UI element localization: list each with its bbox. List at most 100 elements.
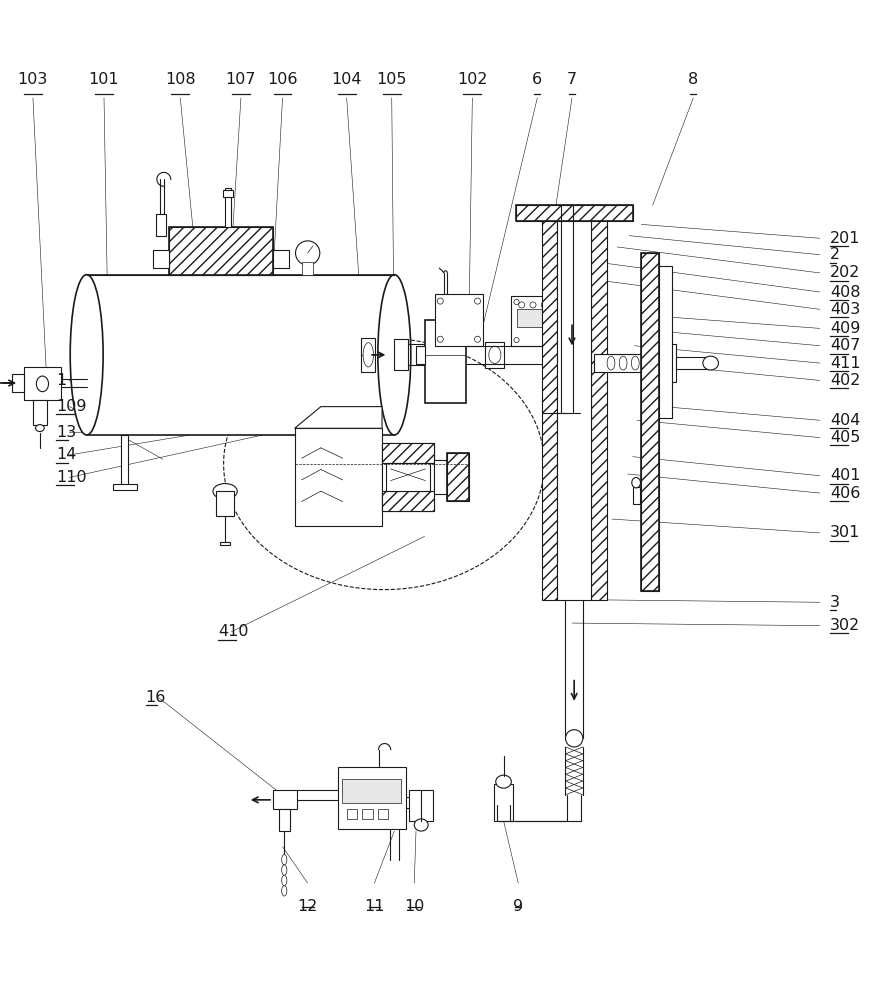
Bar [594, 354, 676, 372]
Text: 406: 406 [830, 486, 860, 501]
Bar [222, 190, 233, 197]
Bar [515, 205, 633, 221]
Ellipse shape [607, 356, 615, 370]
Text: 105: 105 [376, 72, 407, 87]
Polygon shape [295, 407, 382, 428]
Bar [641, 253, 659, 591]
Text: 409: 409 [830, 321, 860, 336]
Ellipse shape [415, 819, 428, 831]
Ellipse shape [282, 886, 287, 896]
Ellipse shape [70, 275, 103, 435]
Text: 104: 104 [331, 72, 362, 87]
Ellipse shape [632, 356, 640, 370]
Ellipse shape [541, 302, 547, 308]
Bar [641, 253, 659, 591]
Bar [382, 443, 434, 511]
Ellipse shape [495, 775, 511, 788]
Bar [434, 460, 447, 494]
Text: 201: 201 [830, 231, 861, 246]
Text: 404: 404 [830, 413, 860, 428]
Bar [154, 250, 169, 268]
Bar [378, 809, 388, 819]
Ellipse shape [295, 241, 320, 265]
Bar [447, 453, 468, 501]
Bar [516, 309, 556, 327]
Bar [220, 542, 230, 545]
Ellipse shape [36, 376, 49, 392]
Bar [511, 296, 561, 346]
Bar [113, 484, 137, 490]
Bar [447, 453, 468, 501]
Bar [273, 790, 297, 809]
Ellipse shape [437, 336, 443, 342]
Bar [302, 262, 313, 275]
Ellipse shape [36, 425, 44, 432]
Ellipse shape [703, 356, 719, 370]
Text: 410: 410 [218, 624, 249, 639]
Bar [362, 809, 373, 819]
Bar [541, 205, 557, 600]
Text: 411: 411 [830, 356, 861, 371]
Ellipse shape [644, 356, 651, 370]
Text: 13: 13 [56, 425, 76, 440]
Bar [485, 342, 504, 368]
Bar [279, 809, 290, 831]
Ellipse shape [554, 299, 559, 305]
Bar [338, 767, 406, 829]
Text: 11: 11 [364, 899, 385, 914]
Bar [334, 484, 358, 490]
Bar [659, 344, 676, 382]
Bar [362, 338, 375, 372]
Bar [295, 428, 382, 526]
Text: 106: 106 [268, 72, 298, 87]
Bar [435, 294, 483, 346]
Ellipse shape [530, 302, 536, 308]
Text: 16: 16 [146, 690, 166, 705]
Ellipse shape [213, 484, 237, 499]
Text: 1: 1 [56, 373, 67, 388]
Ellipse shape [282, 865, 287, 875]
Text: 110: 110 [56, 470, 87, 485]
Bar [659, 266, 672, 418]
Bar [33, 400, 47, 425]
Text: 301: 301 [830, 525, 860, 540]
Bar [494, 784, 513, 821]
Bar [273, 250, 289, 268]
Bar [169, 227, 273, 275]
Text: 6: 6 [533, 72, 542, 87]
Bar [633, 487, 640, 504]
Ellipse shape [488, 346, 501, 364]
Text: 108: 108 [165, 72, 196, 87]
Text: 405: 405 [830, 430, 860, 445]
Ellipse shape [363, 343, 374, 367]
Bar [347, 809, 357, 819]
Ellipse shape [514, 299, 519, 305]
Ellipse shape [564, 386, 580, 402]
Text: 102: 102 [457, 72, 488, 87]
Bar [156, 214, 166, 236]
Ellipse shape [474, 336, 481, 342]
Text: 107: 107 [226, 72, 256, 87]
Bar [515, 205, 633, 221]
Bar [395, 339, 408, 370]
Ellipse shape [554, 338, 559, 343]
Text: 202: 202 [830, 265, 860, 280]
Text: 401: 401 [830, 468, 861, 483]
Bar [387, 463, 429, 491]
Ellipse shape [566, 730, 583, 747]
Ellipse shape [514, 338, 519, 343]
Text: 407: 407 [830, 338, 860, 353]
Text: 7: 7 [567, 72, 577, 87]
Bar [24, 367, 61, 400]
Ellipse shape [632, 477, 640, 488]
Bar [225, 188, 230, 227]
Bar [557, 205, 591, 600]
Bar [425, 320, 467, 403]
Text: 403: 403 [830, 302, 860, 317]
Text: 10: 10 [404, 899, 424, 914]
Bar [169, 227, 273, 275]
Bar [342, 779, 401, 803]
Text: 402: 402 [830, 373, 860, 388]
Bar [12, 374, 24, 392]
Bar [342, 435, 349, 485]
